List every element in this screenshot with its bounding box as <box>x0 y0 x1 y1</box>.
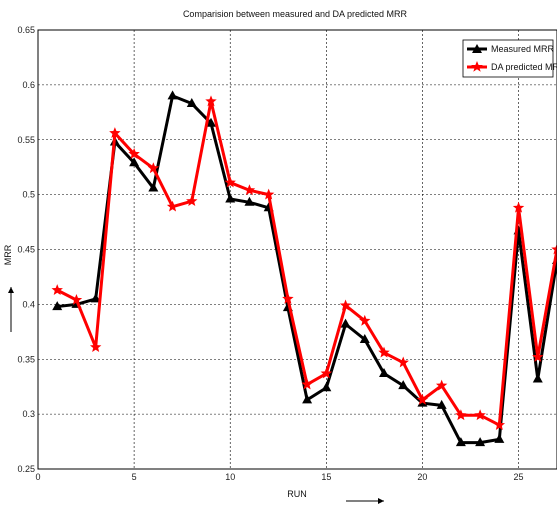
measured-point <box>532 373 543 383</box>
measured-point <box>225 193 236 203</box>
plot-frame <box>37 29 557 470</box>
measured-point <box>455 437 466 447</box>
predicted-point <box>359 314 371 326</box>
predicted-point <box>378 346 390 358</box>
y-tick-label: 0.25 <box>17 464 35 474</box>
measured-point <box>302 394 313 404</box>
y-tick-label: 0.5 <box>22 190 35 200</box>
x-tick-label: 15 <box>321 472 331 482</box>
predicted-point <box>147 162 160 174</box>
chart-title: Comparision between measured and DA pred… <box>183 9 408 19</box>
measured-point <box>340 318 351 328</box>
predicted-point <box>532 351 544 362</box>
y-tick-label: 0.6 <box>22 80 35 90</box>
predicted-point <box>166 200 179 212</box>
legend-marker-measured <box>472 44 482 53</box>
measured-point <box>186 98 197 108</box>
y-tick-label: 0.55 <box>17 135 35 145</box>
measured-point <box>90 293 101 303</box>
y-tick-label: 0.45 <box>17 245 35 255</box>
predicted-point <box>301 378 313 390</box>
predicted-point <box>512 201 525 213</box>
predicted-point <box>416 393 429 405</box>
x-tick-label: 25 <box>514 472 524 482</box>
measured-point <box>206 117 216 127</box>
y-tick-label: 0.35 <box>17 354 35 364</box>
x-tick-label: 5 <box>132 472 137 482</box>
measured-point <box>52 301 63 311</box>
predicted-point <box>224 176 236 188</box>
predicted-point <box>474 409 486 421</box>
x-axis-arrow-head <box>378 498 384 504</box>
y-tick-label: 0.65 <box>17 25 35 35</box>
predicted-point <box>339 299 352 311</box>
legend-label-predicted: DA predicted MRR <box>491 62 557 72</box>
x-tick-label: 20 <box>417 472 427 482</box>
predicted-point <box>243 184 256 196</box>
measured-point <box>436 399 447 409</box>
predicted-point <box>70 293 83 305</box>
measured-point <box>398 380 409 390</box>
predicted-point <box>397 356 409 368</box>
measured-point <box>129 157 140 167</box>
predicted-point <box>89 341 102 353</box>
predicted-point <box>205 95 217 107</box>
x-tick-label: 10 <box>225 472 235 482</box>
tick-labels: 0 5 10 15 20 25 0.25 0.3 0.35 0.4 0.45 0.5 0.55 0.6 0.… <box>17 25 523 482</box>
predicted-point <box>551 243 557 255</box>
measured-point <box>167 90 178 100</box>
y-tick-label: 0.3 <box>22 409 35 419</box>
y-tick-label: 0.4 <box>22 299 35 309</box>
legend: Measured MRR DA predicted MRR <box>462 39 557 78</box>
predicted-point <box>262 188 275 200</box>
y-axis-label: MRR <box>3 244 13 265</box>
x-axis-label: RUN <box>287 489 307 499</box>
measured-point <box>244 196 255 206</box>
measured-point <box>321 382 332 392</box>
predicted-point <box>128 148 140 159</box>
predicted-point <box>51 284 63 295</box>
predicted-point <box>493 419 506 430</box>
predicted-point <box>109 127 121 139</box>
predicted-point <box>186 195 198 207</box>
legend-marker-predicted <box>471 61 483 72</box>
measured-point <box>494 433 505 443</box>
predicted-point <box>435 379 448 391</box>
measured-point <box>359 333 370 343</box>
measured-point <box>148 182 159 192</box>
series-layer <box>51 90 557 447</box>
y-axis-arrow-head <box>8 287 14 293</box>
measured-point <box>475 437 486 447</box>
x-tick-label: 0 <box>35 472 40 482</box>
predicted-point <box>282 292 294 304</box>
predicted-point <box>320 367 333 379</box>
measured-point <box>379 368 389 378</box>
predicted-point <box>455 409 467 421</box>
legend-label-measured: Measured MRR <box>491 44 555 54</box>
